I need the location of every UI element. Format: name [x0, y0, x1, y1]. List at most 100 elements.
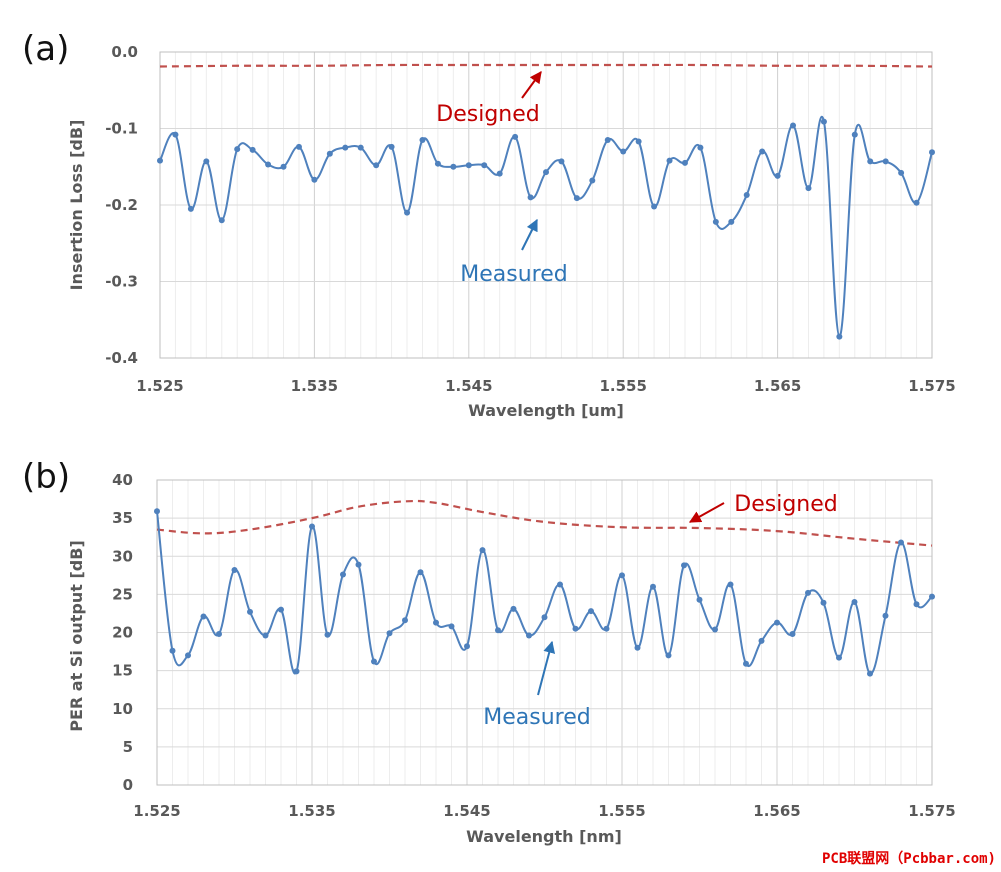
- measured-point-b: [247, 608, 253, 615]
- measured-point-a: [434, 160, 441, 167]
- measured-point-b: [851, 599, 858, 605]
- measured-arrow-a: [521, 218, 538, 251]
- measured-annotation-b: Measured: [483, 705, 590, 730]
- measured-point-a: [465, 162, 472, 169]
- x-axis-label-b: Wavelength [nm]: [466, 827, 622, 846]
- designed-line-b: [156, 499, 933, 547]
- y-tick-label-a: -0.2: [105, 196, 138, 214]
- grid-a: [159, 51, 933, 359]
- measured-point-a: [187, 205, 194, 212]
- x-tick-label-b: 1.555: [598, 802, 645, 820]
- insertion-loss-chart: 0.0 -0.1 -0.2 -0.3 -0.4 1.525 1.535 1.545 1.555…: [22, 29, 956, 420]
- measured-point-b: [200, 613, 207, 620]
- measured-point-a: [157, 157, 163, 164]
- y-ticks-b: 0 5 10 15 20 25 30 35 40: [112, 471, 133, 794]
- measured-point-a: [326, 150, 333, 157]
- measured-point-b: [402, 617, 408, 624]
- measured-point-b: [371, 658, 377, 665]
- measured-point-a: [172, 131, 179, 138]
- x-tick-label-a: 1.545: [445, 377, 492, 395]
- measured-point-b: [743, 660, 749, 667]
- measured-point-a: [295, 143, 302, 150]
- y-tick-label-b: 30: [112, 547, 133, 565]
- measured-point-a: [527, 194, 534, 201]
- measured-point-b: [696, 596, 703, 603]
- measured-point-b: [216, 631, 222, 638]
- measured-point-a: [620, 148, 627, 155]
- measured-point-b: [417, 569, 424, 576]
- panel-label-b: (b): [22, 457, 70, 497]
- measured-point-a: [265, 161, 272, 168]
- measured-point-a: [280, 163, 287, 170]
- measured-point-a: [820, 118, 827, 125]
- measured-point-b: [278, 606, 284, 613]
- measured-point-a: [635, 138, 642, 145]
- measured-point-a: [898, 169, 905, 176]
- measured-point-a: [388, 143, 395, 150]
- measured-point-a: [589, 177, 596, 184]
- measured-point-b: [805, 589, 811, 596]
- y-tick-label-b: 20: [112, 624, 133, 642]
- x-tick-label-a: 1.565: [754, 377, 801, 395]
- measured-point-b: [262, 632, 269, 639]
- measured-point-b: [634, 644, 641, 651]
- measured-point-a: [342, 144, 349, 151]
- measured-point-a: [774, 172, 781, 179]
- measured-point-b: [681, 562, 687, 569]
- plot-area-b: [156, 479, 933, 786]
- measured-point-a: [419, 136, 426, 143]
- measured-point-b: [169, 647, 176, 654]
- measured-point-a: [543, 169, 549, 176]
- measured-point-b: [603, 625, 610, 632]
- measured-point-a: [836, 333, 843, 340]
- series-b: [154, 499, 935, 677]
- y-ticks-a: 0.0 -0.1 -0.2 -0.3 -0.4: [105, 43, 138, 367]
- measured-point-b: [572, 625, 579, 632]
- measured-point-a: [697, 144, 704, 151]
- plot-area-a: [159, 51, 933, 359]
- measured-line-b: [156, 511, 933, 675]
- measured-point-b: [557, 581, 563, 588]
- measured-point-a: [357, 144, 364, 151]
- measured-point-a: [558, 158, 565, 165]
- y-tick-label-b: 15: [112, 662, 133, 680]
- x-tick-label-b: 1.525: [133, 802, 180, 820]
- measured-point-a: [712, 218, 719, 225]
- y-tick-label-b: 10: [112, 700, 133, 718]
- measured-point-b: [495, 627, 501, 634]
- measured-point-a: [651, 203, 658, 210]
- measured-point-a: [882, 158, 889, 165]
- panel-label-a: (a): [22, 29, 69, 69]
- measured-point-b: [588, 608, 594, 615]
- measured-annotation-a: Measured: [460, 262, 567, 287]
- y-tick-label-a: 0.0: [111, 43, 138, 61]
- measured-point-b: [650, 583, 656, 590]
- measured-point-a: [218, 217, 225, 224]
- measured-point-a: [743, 192, 750, 199]
- measured-point-a: [681, 159, 688, 166]
- measured-point-b: [479, 547, 486, 554]
- measured-point-b: [712, 626, 718, 633]
- series-a: [157, 63, 935, 340]
- measured-point-b: [882, 612, 889, 619]
- measured-point-a: [373, 162, 380, 169]
- measured-point-b: [820, 599, 827, 606]
- x-ticks-b: 1.525 1.535 1.545 1.555 1.565 1.575: [133, 802, 955, 820]
- measured-point-b: [185, 652, 191, 659]
- measured-point-a: [311, 176, 318, 183]
- measured-point-b: [929, 593, 935, 600]
- measured-point-b: [309, 523, 315, 530]
- x-tick-label-b: 1.565: [753, 802, 800, 820]
- measured-point-b: [324, 631, 331, 638]
- designed-arrow-a: [521, 71, 542, 99]
- measured-point-b: [231, 566, 238, 573]
- measured-point-b: [433, 619, 439, 626]
- measured-point-b: [774, 619, 780, 626]
- measured-point-a: [851, 131, 858, 138]
- measured-point-a: [929, 149, 935, 156]
- measured-point-b: [541, 614, 548, 621]
- measured-point-a: [790, 122, 797, 129]
- measured-point-b: [510, 605, 517, 612]
